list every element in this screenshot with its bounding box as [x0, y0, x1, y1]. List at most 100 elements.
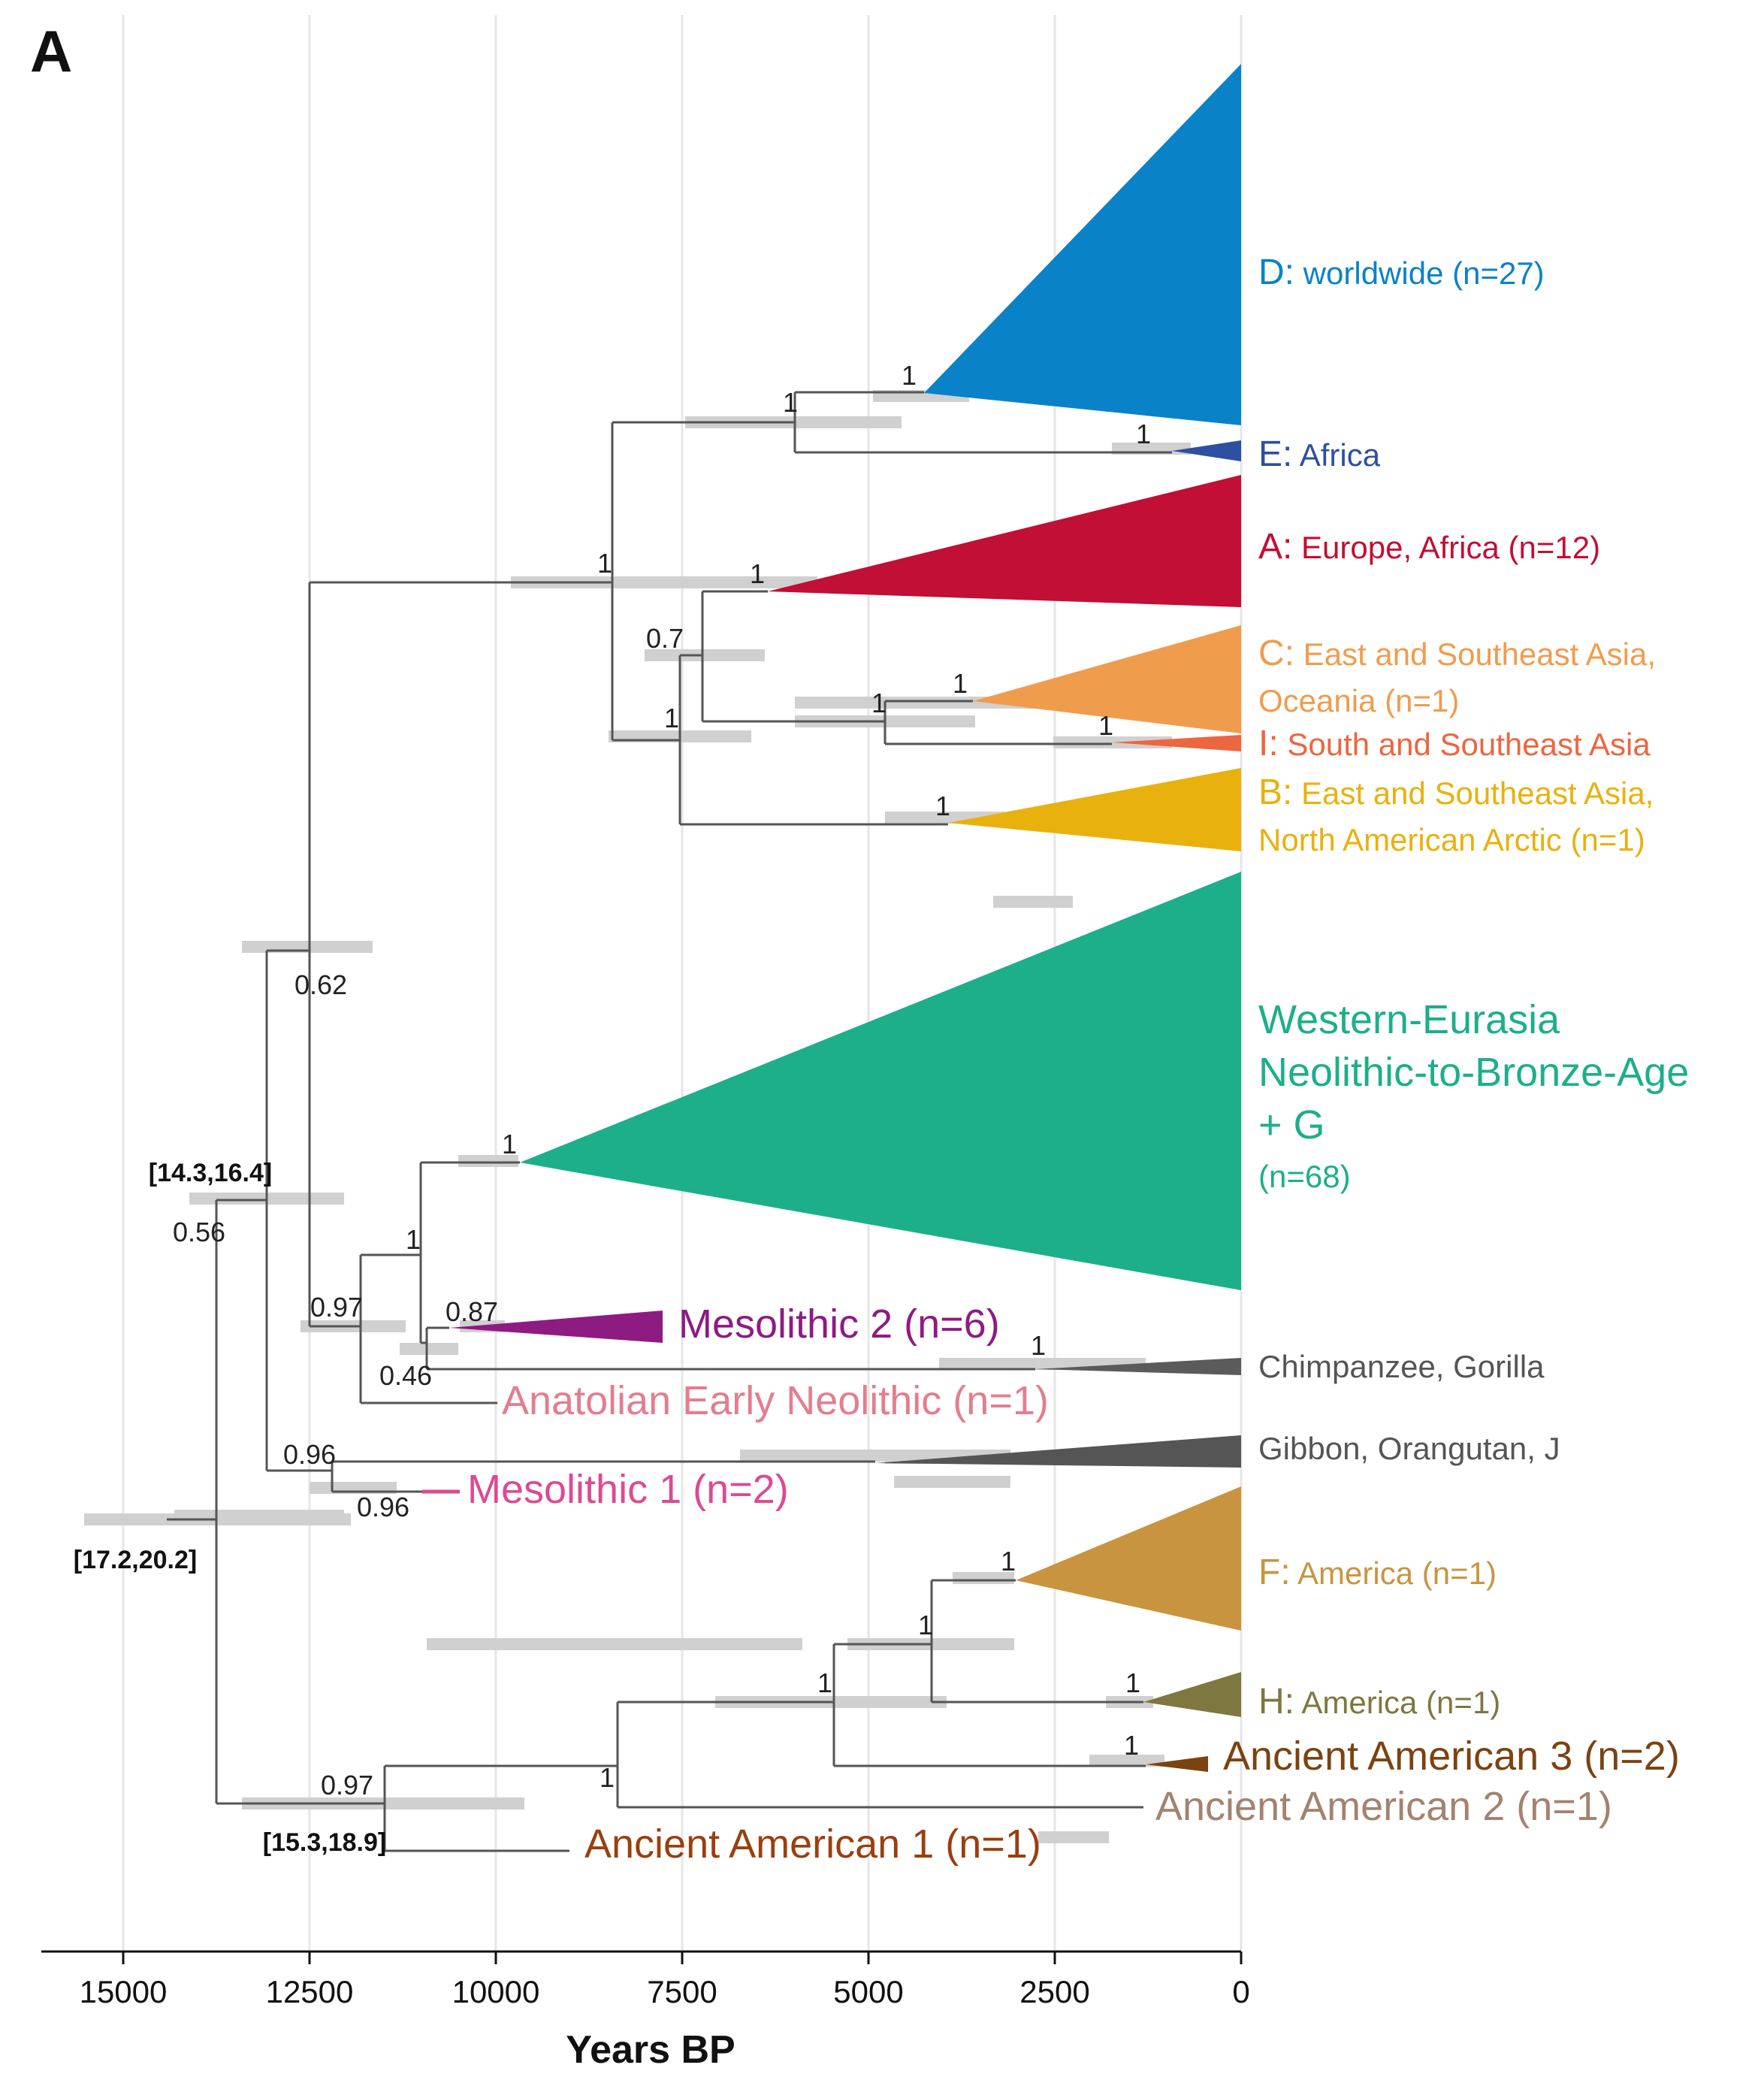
- wedge-C: [973, 625, 1241, 733]
- wedge-D: [924, 64, 1241, 425]
- node-support-values: 1 1 1 1 1 0.7 1 1 1 1 1 0.62 0.56 1 1 0.97 0.87 0.46 1 0.96…: [74, 360, 1151, 1857]
- label-ancient-american-1: Ancient American 1 (n=1): [584, 1822, 1041, 1867]
- node-interval-bar-28: [1089, 1755, 1164, 1767]
- clade-key-sep-E: :: [1282, 434, 1292, 474]
- node-support-7: 1: [953, 668, 968, 699]
- node-support-17: 0.46: [379, 1360, 432, 1391]
- node-support-9: 1: [664, 703, 679, 733]
- clade-key-D: D: [1258, 252, 1285, 292]
- clade-key-H: H: [1258, 1682, 1285, 1722]
- clade-label-H: H: America (n=1): [1258, 1682, 1500, 1722]
- clade-key-I: I: [1258, 724, 1268, 763]
- clade-key-B: B: [1258, 772, 1282, 812]
- label-mesolithic-2: Mesolithic 2 (n=6): [678, 1302, 1000, 1347]
- node-support-27: 0.97: [321, 1770, 373, 1800]
- node-support-2: 1: [1136, 419, 1151, 449]
- node-support-6: 1: [871, 688, 887, 718]
- label-ancient-american-3: Ancient American 3 (n=2): [1223, 1734, 1680, 1779]
- clade-label-I: I: South and Southeast Asia: [1258, 724, 1651, 763]
- wedge-A: [768, 475, 1241, 607]
- node-support-11: 0.62: [295, 969, 347, 1000]
- x-tick-label-0: 0: [1232, 1974, 1249, 2009]
- wena-label-line-3: (n=68): [1258, 1159, 1351, 1194]
- label-mesolithic-1: Mesolithic 1 (n=2): [467, 1467, 789, 1512]
- node-support-13: 1: [502, 1129, 517, 1159]
- node-support-10: 1: [935, 791, 950, 821]
- node-interval-bar-18: [894, 1476, 1010, 1488]
- node-interval-bar-32: [1038, 1831, 1109, 1843]
- clade-desc-line2-C: Oceania (n=1): [1258, 683, 1459, 718]
- wena-label-line-1: Neolithic-to-Bronze-Age: [1258, 1050, 1689, 1095]
- node-support-4: 1: [750, 558, 765, 589]
- clade-desc-D: worldwide (n=27): [1294, 255, 1545, 291]
- wena-label-line-0: Western-Eurasia: [1258, 997, 1560, 1042]
- wedge-gibbon: [875, 1435, 1241, 1468]
- clade-desc-B: East and Southeast Asia,: [1292, 775, 1654, 811]
- node-support-23: 1: [817, 1667, 832, 1698]
- node-support-18: 1: [1031, 1330, 1046, 1361]
- label-ancient-american-2: Ancient American 2 (n=1): [1155, 1784, 1612, 1829]
- node-interval-label-2: [15.3,18.9]: [263, 1828, 386, 1857]
- node-support-16: 0.87: [446, 1296, 498, 1327]
- node-support-3: 1: [597, 548, 612, 579]
- clade-key-sep-I: :: [1268, 724, 1278, 763]
- clade-desc-E: Africa: [1292, 437, 1380, 473]
- clade-label-E: E: Africa: [1258, 434, 1381, 474]
- wedge-B: [948, 768, 1241, 851]
- wedge-I: [1112, 735, 1241, 751]
- tree-branches: [167, 391, 1172, 1852]
- x-tick-label-15000: 15000: [80, 1974, 168, 2009]
- wedge-H: [1143, 1672, 1241, 1717]
- node-interval-bar-7: [795, 697, 1035, 709]
- node-interval-label-1: [17.2,20.2]: [74, 1546, 197, 1574]
- wena-label-line-2: + G: [1258, 1102, 1325, 1147]
- node-support-26: 1: [600, 1762, 615, 1793]
- node-interval-label-0: [14.3,16.4]: [149, 1159, 272, 1187]
- clade-label-D: D: worldwide (n=27): [1258, 252, 1545, 292]
- node-support-12: 0.56: [173, 1217, 225, 1247]
- wedge-meso2: [449, 1311, 663, 1343]
- clade-label-C: C: East and Southeast Asia,: [1258, 633, 1656, 673]
- node-support-0: 1: [902, 360, 917, 391]
- node-interval-bar-29: [427, 1638, 802, 1650]
- clade-label-B: B: East and Southeast Asia,: [1258, 772, 1654, 812]
- clade-key-sep-H: :: [1285, 1682, 1294, 1722]
- node-interval-bar-5: [645, 649, 765, 661]
- clade-desc-I: South and Southeast Asia: [1279, 727, 1651, 762]
- clade-desc-H: America (n=1): [1294, 1685, 1500, 1720]
- node-interval-bar-13: [458, 1155, 518, 1167]
- node-support-19: 0.96: [283, 1439, 336, 1470]
- clade-key-F: F: [1258, 1552, 1280, 1592]
- clade-desc-F: America (n=1): [1291, 1556, 1497, 1591]
- x-axis: 15000 12500 10000 7500 5000 2500 0 Years BP: [41, 1950, 1250, 2072]
- wedge-aa3: [1146, 1756, 1208, 1772]
- node-support-22: 1: [918, 1610, 933, 1640]
- clade-desc-C: East and Southeast Asia,: [1294, 636, 1656, 672]
- clade-key-sep-A: :: [1282, 527, 1292, 567]
- node-support-20: 0.96: [357, 1492, 409, 1522]
- node-interval-bar-16: [400, 1343, 458, 1355]
- node-support-8: 1: [1098, 710, 1113, 741]
- node-support-24: 1: [1125, 1667, 1140, 1698]
- clade-key-sep-B: :: [1282, 772, 1292, 812]
- label-anatolian: Anatolian Early Neolithic (n=1): [502, 1378, 1049, 1423]
- clade-label-F: F: America (n=1): [1258, 1552, 1497, 1592]
- clade-key-sep-D: :: [1285, 252, 1294, 292]
- wedge-E: [1172, 440, 1241, 461]
- clade-key-sep-F: :: [1280, 1552, 1290, 1592]
- node-support-15: 0.97: [310, 1292, 363, 1323]
- label-gibbon: Gibbon, Orangutan, J: [1258, 1431, 1560, 1466]
- wedge-wena: [520, 872, 1241, 1290]
- clade-key-sep-C: :: [1285, 633, 1294, 673]
- clade-key-C: C: [1258, 633, 1285, 673]
- clade-desc-line2-B: North American Arctic (n=1): [1258, 822, 1645, 857]
- x-tick-label-5000: 5000: [833, 1974, 903, 2009]
- node-support-25: 1: [1124, 1730, 1139, 1761]
- node-support-14: 1: [406, 1224, 421, 1255]
- node-support-5: 0.7: [646, 623, 684, 654]
- clade-key-A: A: [1258, 527, 1282, 567]
- x-tick-label-7500: 7500: [647, 1974, 717, 2009]
- x-axis-title: Years BP: [566, 2028, 736, 2072]
- node-interval-bar-4: [712, 576, 817, 588]
